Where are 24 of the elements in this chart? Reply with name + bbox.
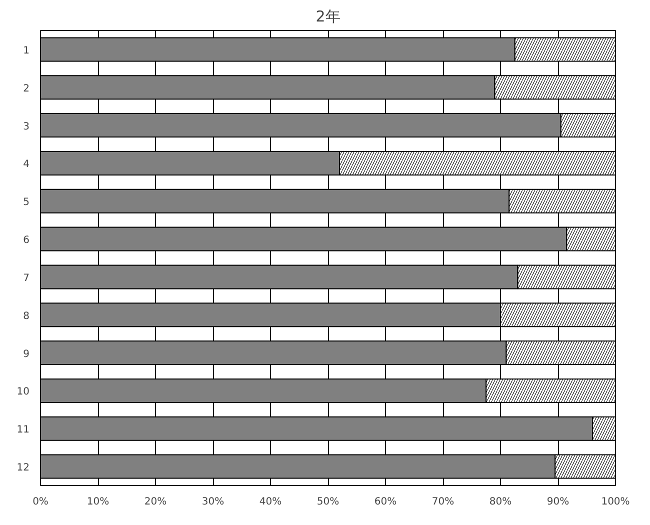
x-tick-label: 0% [32,496,48,508]
x-tick-label: 20% [144,496,167,508]
x-tick-label: 50% [316,496,340,508]
x-tick-label: 100% [601,496,630,508]
x-tick-label: 60% [374,496,397,508]
x-tick-label: 40% [259,496,282,508]
y-tick-label: 3 [23,121,30,132]
y-tick-label: 10 [16,386,30,398]
y-tick-label: 5 [23,197,30,208]
y-tick-label: 1 [23,45,30,56]
y-tick-label: 8 [23,310,30,322]
chart-title: 2年 [316,8,340,26]
x-tick-label: 70% [432,496,454,508]
y-tick-label: 11 [16,424,30,436]
x-tick-label: 90% [546,496,570,508]
y-tick-label: 9 [23,348,30,360]
y-tick-label: 12 [16,462,30,474]
x-tick-label: 30% [202,496,224,508]
y-tick-label: 2 [23,83,30,94]
x-tick-label: 80% [489,496,512,508]
y-tick-label: 7 [23,272,30,284]
y-tick-label: 6 [23,235,30,246]
x-tick-label: 10% [86,496,110,508]
y-tick-label: 4 [23,159,30,170]
